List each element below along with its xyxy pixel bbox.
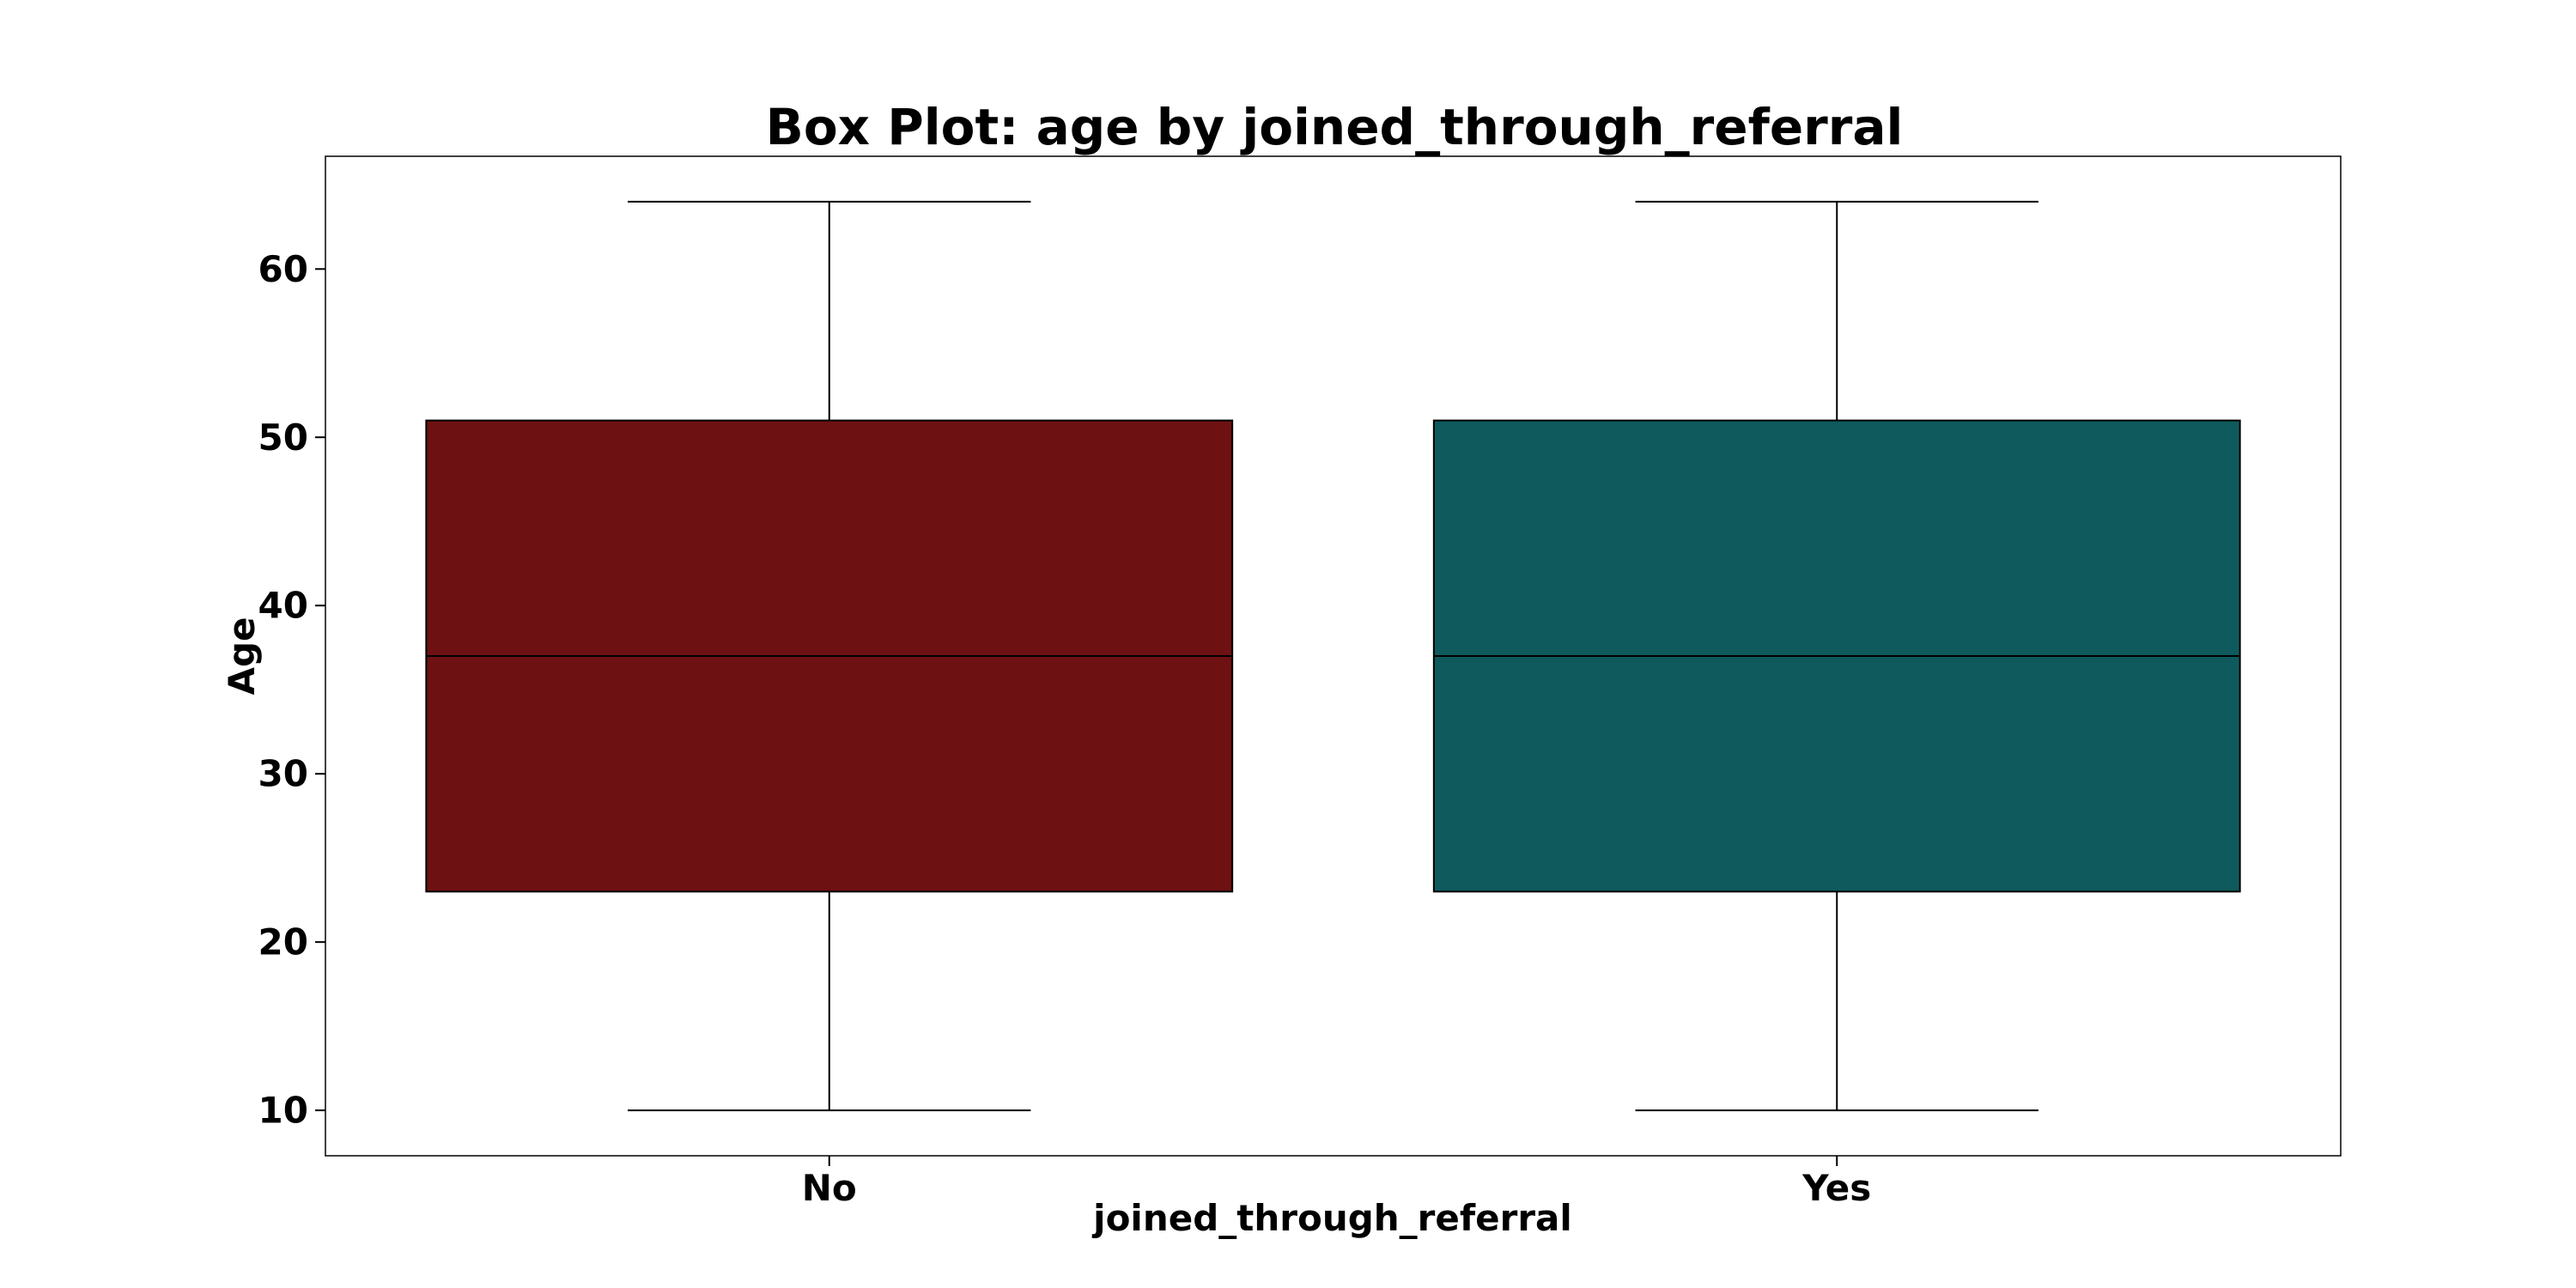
box-group-no [425, 200, 1234, 1112]
y-tick-label: 10 [258, 1090, 308, 1132]
y-tick-label: 30 [258, 753, 308, 795]
plot-area-frame [325, 155, 2342, 1157]
chart-title: Box Plot: age by joined_through_referral [766, 98, 1904, 156]
y-tick-label: 60 [258, 248, 308, 290]
y-tick-label: 50 [258, 416, 308, 459]
box-group-yes [1432, 200, 2241, 1112]
x-axis-ticks: No Yes [802, 1156, 1871, 1209]
x-axis-label: joined_through_referral [1091, 1197, 1572, 1239]
y-axis-ticks: 10 20 30 40 50 60 [258, 248, 325, 1132]
x-tick-label: Yes [1801, 1167, 1871, 1209]
y-axis-label: Age [221, 617, 263, 695]
y-tick-label: 40 [258, 585, 308, 627]
x-tick-label: No [802, 1167, 857, 1209]
plot-layer [425, 200, 2241, 1112]
y-tick-label: 20 [258, 921, 308, 963]
